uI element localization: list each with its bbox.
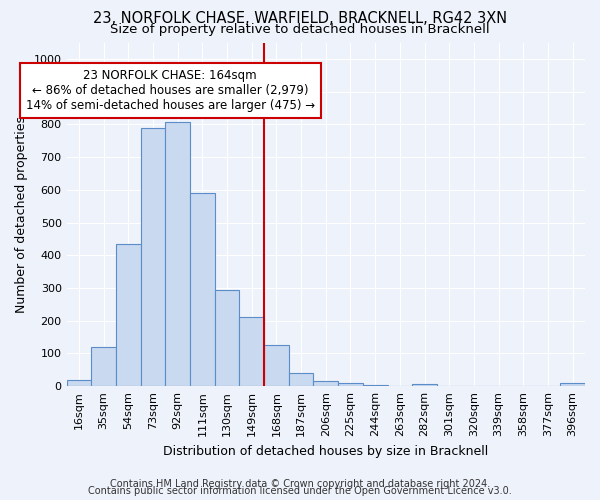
- Bar: [190, 193, 215, 386]
- Bar: [412, 384, 437, 386]
- Text: 23, NORFOLK CHASE, WARFIELD, BRACKNELL, RG42 3XN: 23, NORFOLK CHASE, WARFIELD, BRACKNELL, …: [93, 11, 507, 26]
- Text: Contains HM Land Registry data © Crown copyright and database right 2024.: Contains HM Land Registry data © Crown c…: [110, 479, 490, 489]
- Bar: [560, 383, 585, 386]
- Bar: [116, 244, 140, 386]
- Bar: [166, 122, 190, 386]
- Text: 23 NORFOLK CHASE: 164sqm
← 86% of detached houses are smaller (2,979)
14% of sem: 23 NORFOLK CHASE: 164sqm ← 86% of detach…: [26, 68, 315, 112]
- Bar: [239, 318, 264, 386]
- Bar: [289, 373, 313, 386]
- Bar: [313, 382, 338, 386]
- Bar: [215, 290, 239, 386]
- Text: Size of property relative to detached houses in Bracknell: Size of property relative to detached ho…: [110, 22, 490, 36]
- Bar: [140, 128, 166, 386]
- Bar: [67, 380, 91, 386]
- Bar: [338, 383, 363, 386]
- Bar: [264, 346, 289, 386]
- Bar: [91, 347, 116, 386]
- Text: Contains public sector information licensed under the Open Government Licence v3: Contains public sector information licen…: [88, 486, 512, 496]
- X-axis label: Distribution of detached houses by size in Bracknell: Distribution of detached houses by size …: [163, 444, 488, 458]
- Bar: [363, 384, 388, 386]
- Y-axis label: Number of detached properties: Number of detached properties: [15, 116, 28, 313]
